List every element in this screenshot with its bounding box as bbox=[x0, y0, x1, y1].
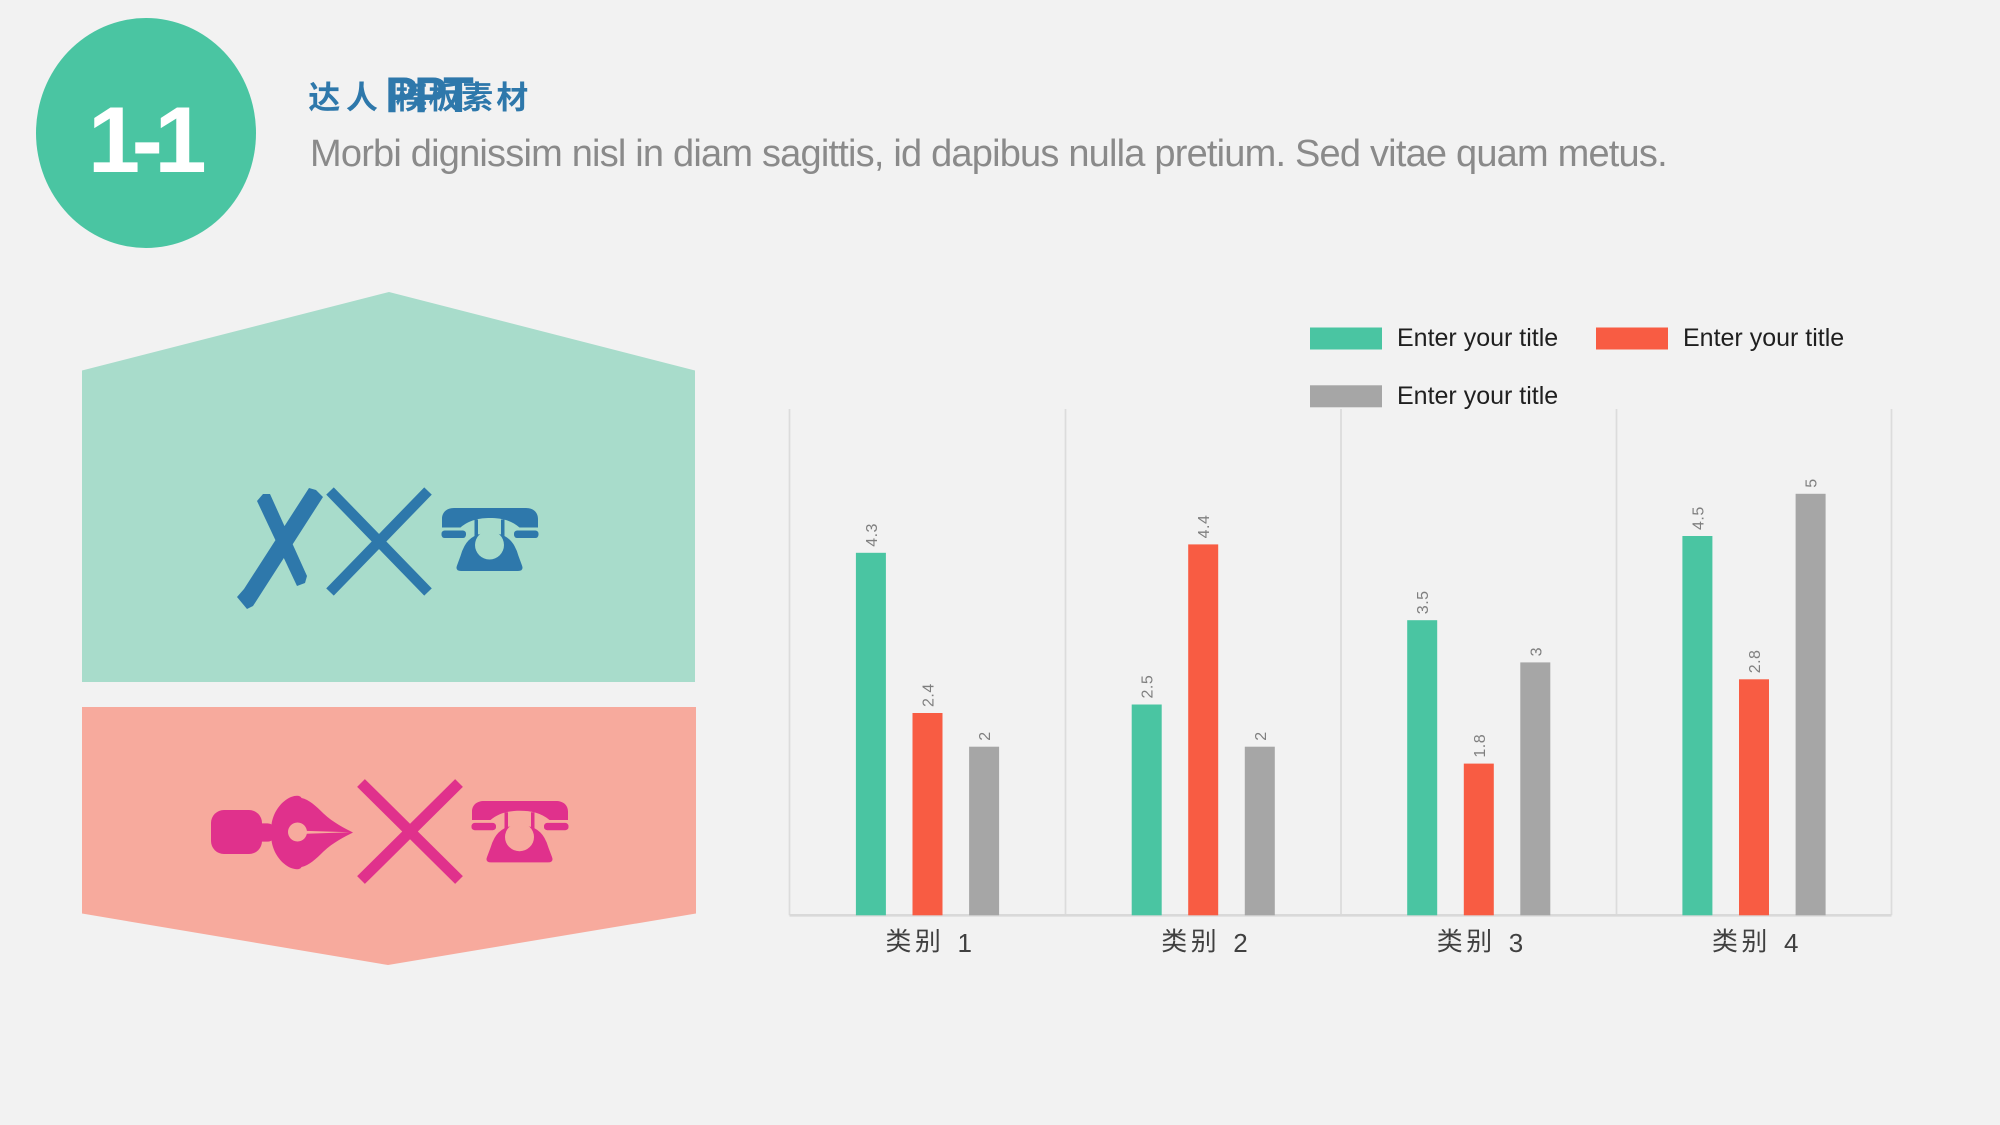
svg-text:2: 2 bbox=[1253, 731, 1270, 740]
svg-text:3.5: 3.5 bbox=[1415, 590, 1432, 614]
svg-text:3: 3 bbox=[1509, 928, 1523, 958]
svg-text:5: 5 bbox=[1804, 478, 1821, 487]
svg-text:2.4: 2.4 bbox=[921, 683, 938, 707]
svg-text:Enter your title: Enter your title bbox=[1683, 324, 1844, 352]
svg-text:3: 3 bbox=[1528, 647, 1545, 656]
svg-text:4.5: 4.5 bbox=[1690, 506, 1707, 530]
svg-text:Enter your title: Enter your title bbox=[1397, 324, 1558, 352]
svg-text:1.8: 1.8 bbox=[1472, 734, 1489, 758]
svg-text:4.3: 4.3 bbox=[864, 523, 881, 547]
svg-text:2: 2 bbox=[1233, 928, 1247, 958]
svg-text:2: 2 bbox=[977, 731, 994, 740]
svg-text:2.5: 2.5 bbox=[1140, 675, 1157, 699]
svg-text:4: 4 bbox=[1784, 928, 1798, 958]
svg-text:4.4: 4.4 bbox=[1196, 515, 1213, 539]
svg-text:2.8: 2.8 bbox=[1747, 650, 1764, 674]
svg-text:1: 1 bbox=[957, 928, 971, 958]
svg-text:Enter your title: Enter your title bbox=[1397, 382, 1558, 410]
